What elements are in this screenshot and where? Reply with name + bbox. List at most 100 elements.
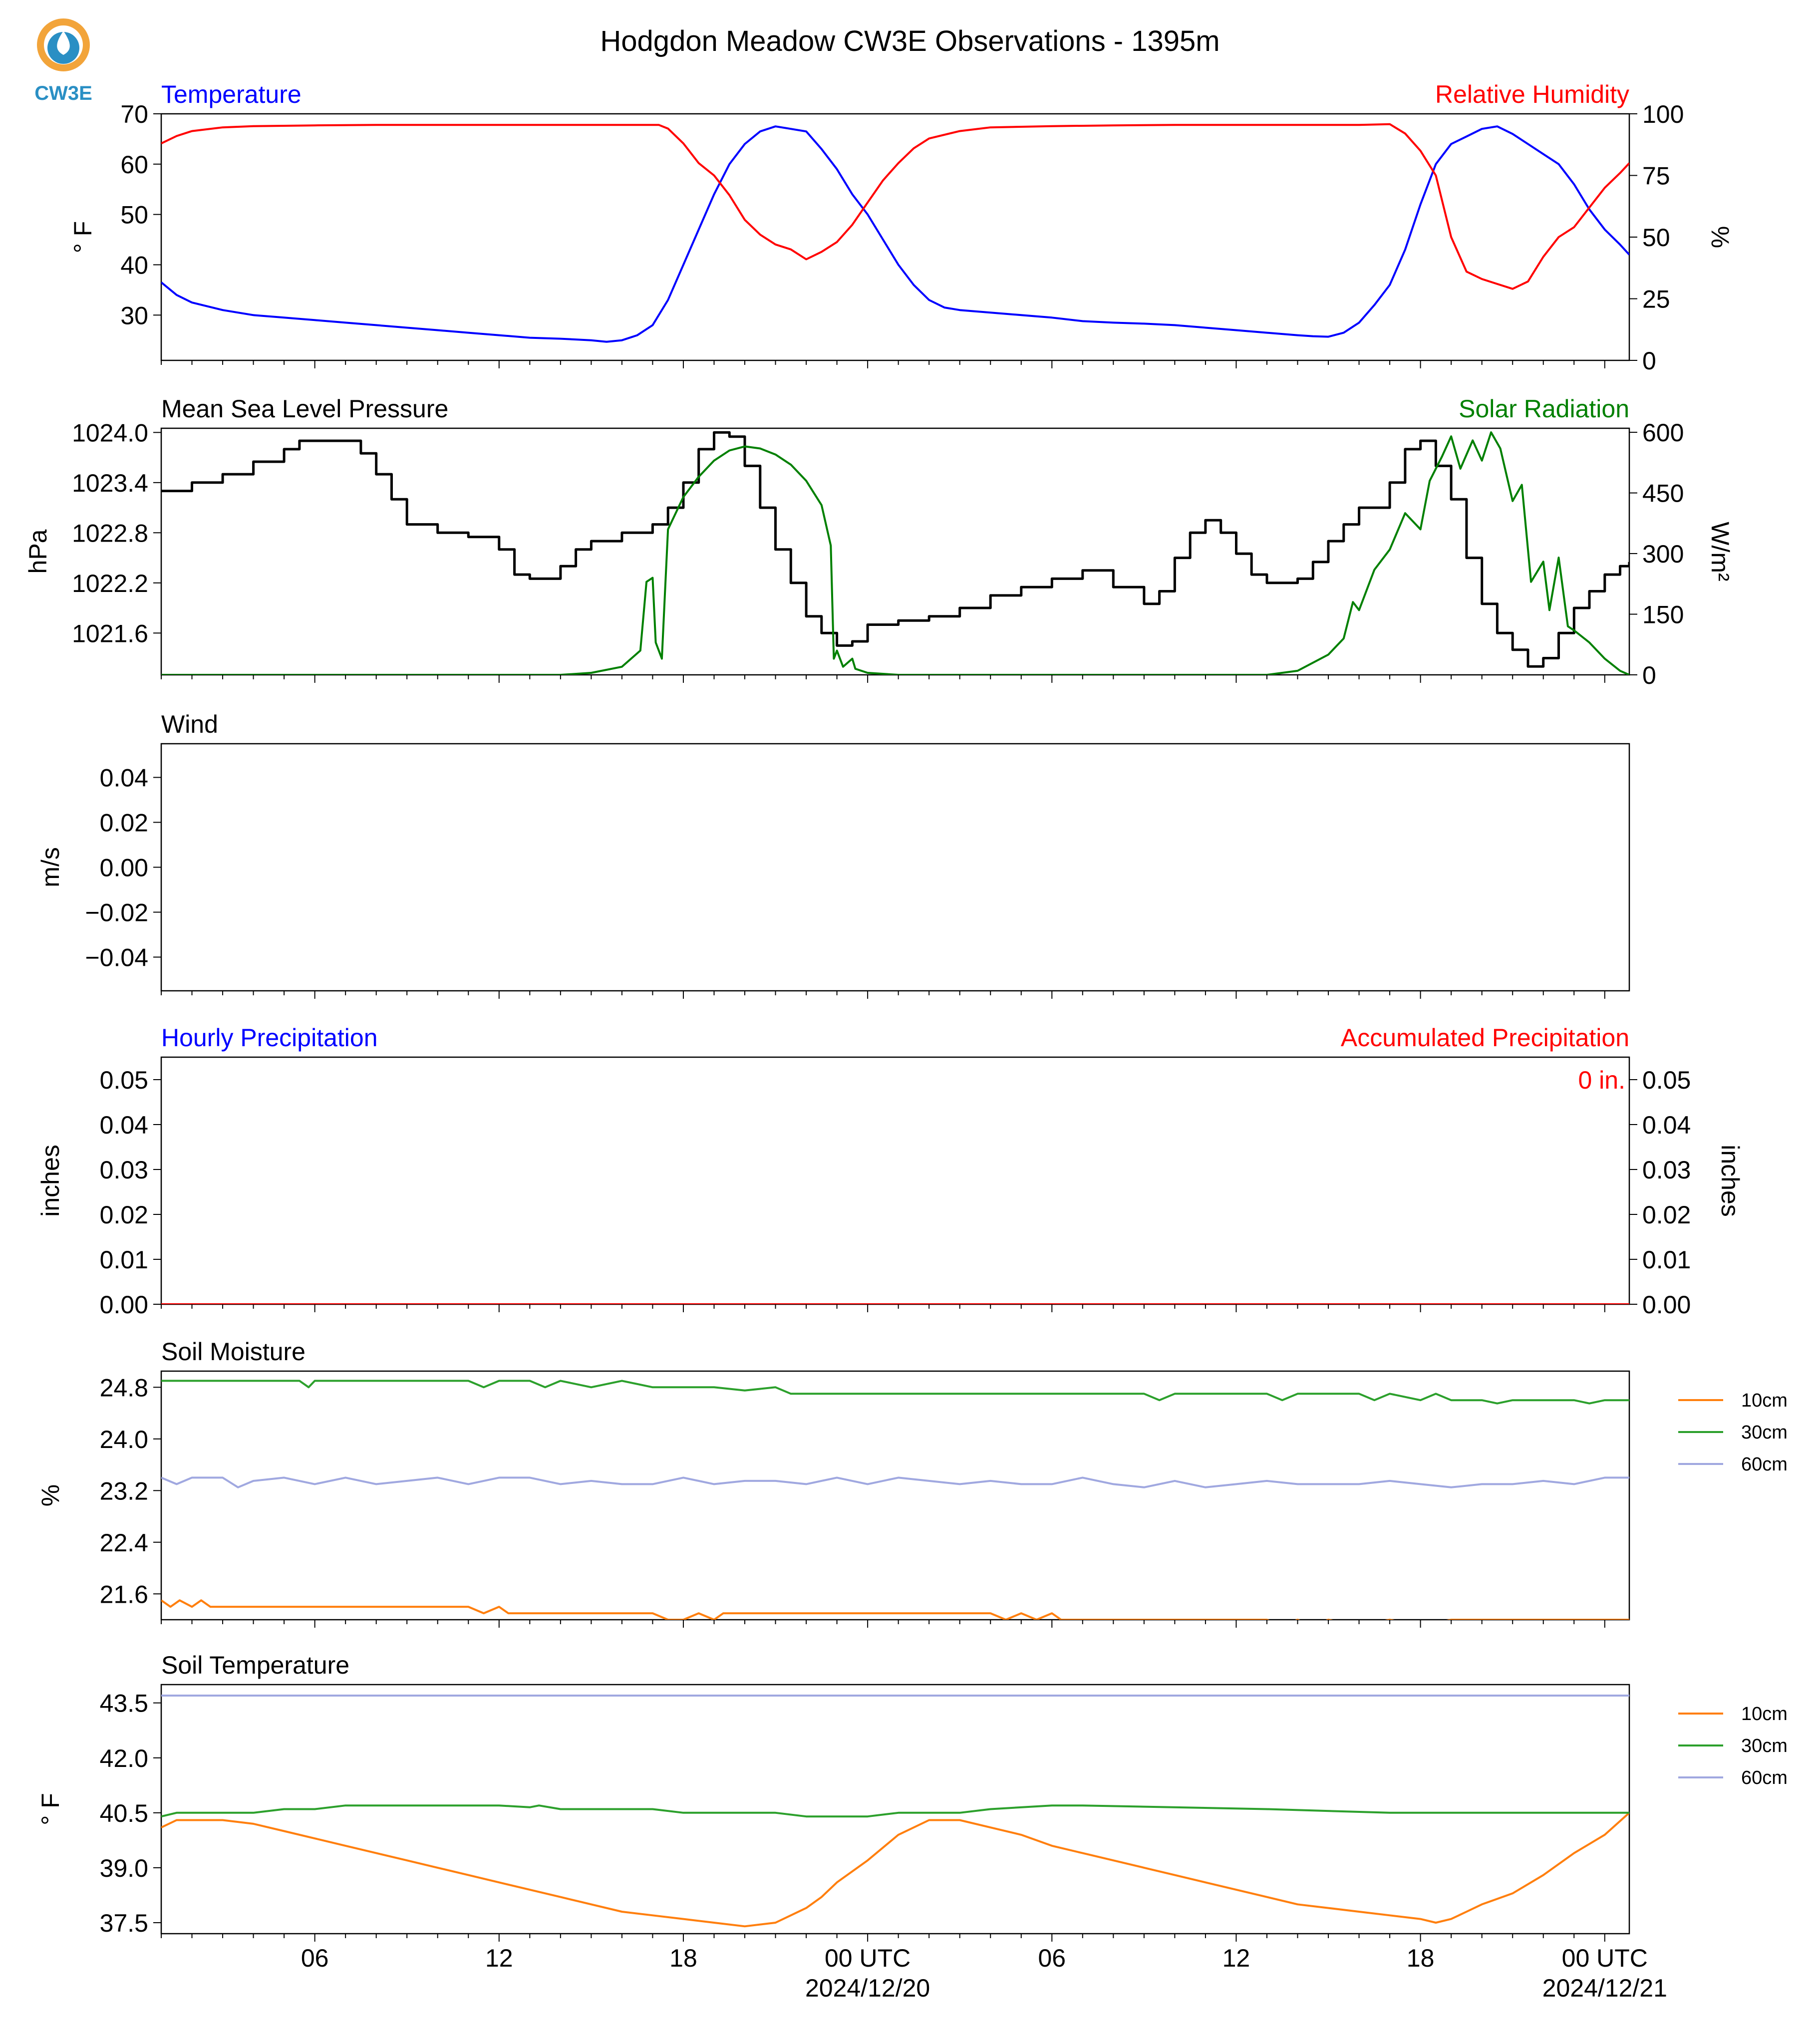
y-tick-label: −0.02 <box>85 899 148 927</box>
panel-right-title: Relative Humidity <box>1435 80 1629 108</box>
y-axis-label: % <box>36 1484 64 1506</box>
y-tick-label: 24.8 <box>100 1374 148 1402</box>
x-date-label: 2024/12/20 <box>805 1974 930 2002</box>
x-tick-label: 18 <box>1407 1944 1435 1972</box>
y-tick-label-right: 75 <box>1642 162 1670 190</box>
y-tick-label: 60 <box>120 151 148 179</box>
panel-precip: Hourly Precipitation Accumulated Precipit… <box>36 1024 1744 1319</box>
y-tick-label: 23.2 <box>100 1477 148 1505</box>
y-tick-label-right: 0.04 <box>1642 1111 1691 1139</box>
series-line-temperature <box>161 125 1629 343</box>
y-tick-label: 1024.0 <box>72 419 148 447</box>
legend-label: 30cm <box>1741 1736 1788 1756</box>
panel-left-title: Hourly Precipitation <box>161 1024 378 1052</box>
panel-left-title: Wind <box>161 710 218 738</box>
x-date-label: 2024/12/21 <box>1542 1974 1667 2002</box>
y-tick-label-right: 0.00 <box>1642 1291 1691 1319</box>
y-tick-label: 0.01 <box>100 1246 148 1274</box>
y-tick-label: 37.5 <box>100 1909 148 1937</box>
y-tick-label: 1022.2 <box>72 570 148 597</box>
y-tick-label-right: 50 <box>1642 224 1670 252</box>
series-line-relative-humidity <box>161 123 1629 290</box>
panel-right-title: Solar Radiation <box>1459 395 1629 423</box>
panels: Temperature Relative Humidity 30 40 50 60 70 0 2… <box>24 80 1788 1942</box>
y-tick-label: 0.02 <box>100 809 148 837</box>
legend-label: 10cm <box>1741 1704 1788 1725</box>
x-tick-label: 18 <box>669 1944 697 1972</box>
panel-soil_temp: Soil Temperature 37.5 39.0 40.5 42.0 43.5 ° F 1… <box>36 1651 1788 1942</box>
y-tick-label: 40 <box>120 251 148 279</box>
y-axis-label: ° F <box>69 221 97 253</box>
series-group <box>161 1695 1629 1928</box>
y-tick-label: 40.5 <box>100 1799 148 1827</box>
x-tick-label: 12 <box>1222 1944 1250 1972</box>
x-tick-label: 00 UTC <box>1562 1944 1648 1972</box>
y-tick-label: 22.4 <box>100 1529 148 1557</box>
panel-left-title: Soil Moisture <box>161 1338 305 1366</box>
y-tick-label-right: 0.01 <box>1642 1246 1691 1274</box>
legend-label: 60cm <box>1741 1767 1788 1788</box>
y-axis-label-right: % <box>1706 226 1734 248</box>
legend: 10cm 30cm 60cm <box>1678 1390 1788 1475</box>
y-tick-label: 1021.6 <box>72 619 148 647</box>
y-tick-label: 1023.4 <box>72 469 148 497</box>
panel-wind: Wind −0.04 −0.02 0.00 0.02 0.04 m/s <box>36 710 1630 999</box>
y-tick-label: 43.5 <box>100 1690 148 1718</box>
y-tick-label-right: 300 <box>1642 540 1684 568</box>
panel-right-title: Accumulated Precipitation <box>1341 1024 1629 1052</box>
logo-text: CW3E <box>34 82 92 104</box>
y-tick-label-right: 0.05 <box>1642 1066 1691 1094</box>
series-line-10cm <box>161 1599 1629 1620</box>
accumulated-total-label: 0 in. <box>1578 1066 1625 1094</box>
y-tick-label: 0.03 <box>100 1156 148 1184</box>
y-tick-label: 21.6 <box>100 1580 148 1608</box>
logo-drop-icon <box>57 31 70 55</box>
cw3e-logo: CW3E <box>34 18 92 104</box>
y-axis-label: inches <box>36 1145 64 1217</box>
panel-frame <box>160 1370 1630 1621</box>
series-line-mean-sea-level-pressure <box>161 431 1629 668</box>
series-line-30cm <box>161 1804 1629 1818</box>
y-axis-label-right: W/m² <box>1706 522 1734 581</box>
y-axis-label: ° F <box>36 1793 64 1825</box>
logo-ring-icon <box>37 18 90 71</box>
figure-title: Hodgdon Meadow CW3E Observations - 1395m <box>600 25 1219 57</box>
legend-label: 60cm <box>1741 1454 1788 1475</box>
legend: 10cm 30cm 60cm <box>1678 1704 1788 1788</box>
series-line-solar-radiation <box>161 431 1629 675</box>
y-tick-label: −0.04 <box>85 944 148 972</box>
y-tick-label-right: 25 <box>1642 286 1670 313</box>
panel-soil_moisture: Soil Moisture 21.6 22.4 23.2 24.0 24.8% 10cm 30… <box>36 1338 1788 1628</box>
y-axis-label: m/s <box>36 847 64 887</box>
series-group <box>161 1380 1629 1620</box>
y-tick-label: 39.0 <box>100 1854 148 1882</box>
y-tick-label: 0.00 <box>100 1291 148 1319</box>
y-axis-label: hPa <box>24 529 52 574</box>
series-line-30cm <box>161 1380 1629 1405</box>
y-tick-label: 30 <box>120 301 148 329</box>
series-group <box>161 431 1629 675</box>
legend-label: 10cm <box>1741 1390 1788 1411</box>
y-tick-label-right: 0.03 <box>1642 1156 1691 1184</box>
y-tick-label: 0.00 <box>100 854 148 882</box>
y-tick-label: 50 <box>120 201 148 229</box>
y-tick-label: 24.0 <box>100 1426 148 1453</box>
y-tick-label-right: 600 <box>1642 419 1684 447</box>
x-tick-label: 00 UTC <box>825 1944 910 1972</box>
x-tick-label: 06 <box>1038 1944 1066 1972</box>
y-axis-label-right: inches <box>1716 1145 1744 1217</box>
panel-left-title: Soil Temperature <box>161 1651 349 1679</box>
y-tick-label-right: 0.02 <box>1642 1201 1691 1229</box>
panel-left-title: Temperature <box>161 80 302 108</box>
x-tick-label: 12 <box>485 1944 513 1972</box>
y-tick-label: 42.0 <box>100 1744 148 1772</box>
panel-left-title: Mean Sea Level Pressure <box>161 395 448 423</box>
legend-label: 30cm <box>1741 1422 1788 1443</box>
y-tick-label-right: 150 <box>1642 601 1684 629</box>
y-tick-label: 0.04 <box>100 764 148 792</box>
panel-frame <box>160 1684 1630 1935</box>
panel-temp_rh: Temperature Relative Humidity 30 40 50 60 70 0 2… <box>69 80 1734 375</box>
y-tick-label: 1022.8 <box>72 519 148 547</box>
series-group <box>161 123 1629 343</box>
